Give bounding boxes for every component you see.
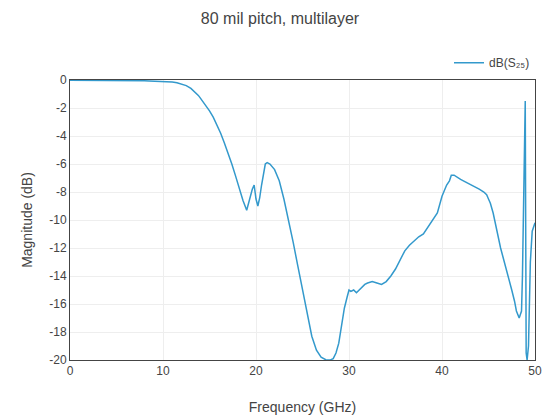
svg-text:20: 20	[249, 364, 263, 378]
svg-text:-20: -20	[49, 353, 67, 367]
svg-text:dB(S₂₅): dB(S₂₅)	[489, 56, 529, 70]
svg-text:-14: -14	[49, 269, 67, 283]
svg-text:-12: -12	[49, 241, 67, 255]
svg-text:40: 40	[435, 364, 449, 378]
svg-text:10: 10	[156, 364, 170, 378]
svg-text:-2: -2	[56, 101, 67, 115]
svg-text:-10: -10	[49, 213, 67, 227]
svg-text:50: 50	[528, 364, 542, 378]
svg-text:0: 0	[60, 73, 67, 87]
svg-text:-16: -16	[49, 297, 67, 311]
svg-text:-6: -6	[56, 157, 67, 171]
svg-text:-4: -4	[56, 129, 67, 143]
svg-text:80 mil pitch, multilayer: 80 mil pitch, multilayer	[201, 10, 360, 27]
svg-text:Frequency (GHz): Frequency (GHz)	[249, 399, 356, 415]
svg-text:-18: -18	[49, 325, 67, 339]
svg-text:30: 30	[342, 364, 356, 378]
svg-text:Magnitude (dB): Magnitude (dB)	[19, 172, 35, 268]
svg-text:-8: -8	[56, 185, 67, 199]
svg-text:0: 0	[67, 364, 74, 378]
